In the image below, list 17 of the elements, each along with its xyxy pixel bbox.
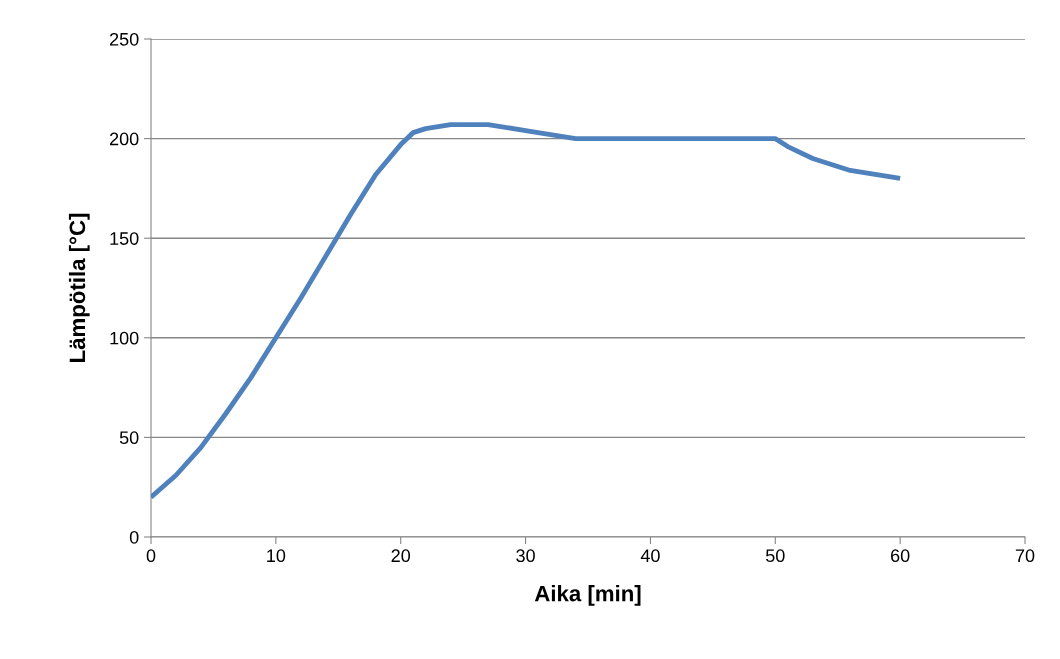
- y-tick-label: 200: [109, 132, 139, 146]
- x-axis-title: Aika [min]: [534, 585, 641, 606]
- x-tick-label: 0: [146, 549, 156, 563]
- y-tick-label: 100: [110, 331, 139, 345]
- y-tick-label: 0: [129, 530, 139, 544]
- x-tick-label: 40: [640, 549, 660, 563]
- y-tick-label: 150: [110, 232, 139, 245]
- y-axis-title: Lämpötila [°C]: [68, 213, 90, 362]
- x-tick-label: 30: [516, 549, 535, 563]
- x-tick-label: 50: [765, 549, 785, 563]
- y-tick-label: 250: [109, 32, 139, 46]
- x-tick-label: 60: [891, 549, 910, 563]
- line-series: [151, 122, 903, 500]
- y-tick-label: 50: [119, 431, 139, 445]
- x-tick-label: 10: [267, 549, 286, 563]
- x-tick-label: 70: [1015, 549, 1035, 563]
- x-tick-label: 20: [391, 549, 411, 563]
